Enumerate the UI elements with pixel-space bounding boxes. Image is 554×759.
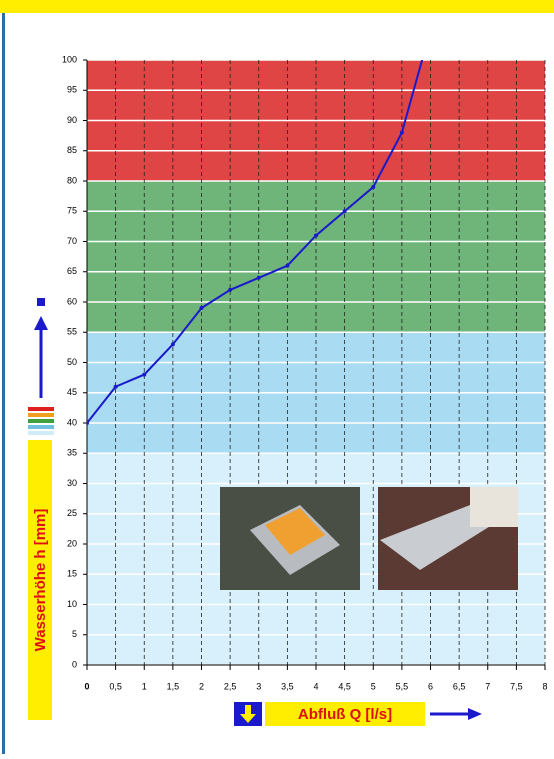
point <box>257 276 261 280</box>
y-tick-label: 60 <box>67 296 77 306</box>
x-tick-label: 2,5 <box>224 681 237 691</box>
point <box>371 185 375 189</box>
y-axis-label: Wasserhöhe h [mm] <box>32 509 49 652</box>
point <box>429 28 433 32</box>
point <box>200 306 204 310</box>
y-tick-label: 75 <box>67 206 77 216</box>
x-tick-label: 5 <box>371 681 376 691</box>
point <box>142 373 146 377</box>
x-tick-label: 4 <box>313 681 318 691</box>
y-tick-label: 90 <box>67 115 77 125</box>
x-tick-label: 3 <box>256 681 261 691</box>
x-tick-label: 1 <box>142 681 147 691</box>
x-tick-label: 7,5 <box>510 681 523 691</box>
x-tick-label: 2 <box>199 681 204 691</box>
y-tick-label: 25 <box>67 508 77 518</box>
y-tick-label: 0 <box>72 659 77 669</box>
y-tick-label: 50 <box>67 357 77 367</box>
y-arrow <box>28 298 54 435</box>
y-tick-label: 40 <box>67 417 77 427</box>
y-tick-label: 10 <box>67 599 77 609</box>
y-tick-label: 30 <box>67 478 77 488</box>
y-tick-label: 35 <box>67 448 77 458</box>
y-tick-label: 85 <box>67 145 77 155</box>
y-tick-label: 65 <box>67 266 77 276</box>
point <box>171 342 175 346</box>
x-tick-label: 7 <box>485 681 490 691</box>
x-tick-label: 8 <box>542 681 547 691</box>
point <box>400 131 404 135</box>
x-axis-label: Abfluß Q [l/s] <box>298 706 392 723</box>
left-border <box>2 13 5 754</box>
x-tick-label: 4,5 <box>338 681 351 691</box>
top-bar <box>0 0 554 13</box>
point <box>228 288 232 292</box>
chart: 0510152025303540455055606570758085909510… <box>0 0 554 754</box>
y-tick-label: 15 <box>67 569 77 579</box>
y-tick-label: 100 <box>62 54 77 64</box>
y-tick-label: 55 <box>67 327 77 337</box>
x-tick-label: 6,5 <box>453 681 466 691</box>
y-tick-label: 80 <box>67 175 77 185</box>
x-tick-label: 6 <box>428 681 433 691</box>
y-tick-label: 95 <box>67 85 77 95</box>
x-tick-label: 0 <box>84 681 89 691</box>
point <box>314 233 318 237</box>
x-tick-label: 0,5 <box>109 681 122 691</box>
y-tick-label: 5 <box>72 629 77 639</box>
point <box>114 385 118 389</box>
point <box>343 209 347 213</box>
point <box>285 264 289 268</box>
x-tick-label: 1,5 <box>167 681 180 691</box>
y-tick-label: 45 <box>67 387 77 397</box>
x-tick-label: 5,5 <box>396 681 409 691</box>
y-tick-label: 20 <box>67 538 77 548</box>
x-tick-label: 3,5 <box>281 681 294 691</box>
y-tick-label: 70 <box>67 236 77 246</box>
